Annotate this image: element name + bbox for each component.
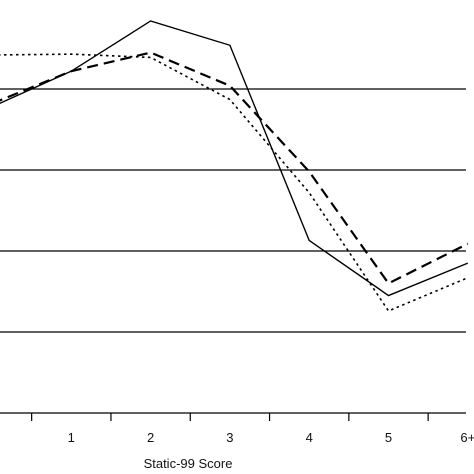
x-tick-labels: 1 2 3 4 5 6+ <box>68 430 474 445</box>
gridlines <box>0 88 466 333</box>
x-axis-title: Static-99 Score <box>144 456 233 471</box>
x-ticks <box>31 413 429 421</box>
series-solid-line <box>0 20 469 297</box>
x-tick-label-2: 2 <box>147 430 154 445</box>
series-dashed-line <box>0 51 469 285</box>
x-tick-label-6+: 6+ <box>460 430 474 445</box>
x-tick-label-3: 3 <box>226 430 233 445</box>
x-tick-label-1: 1 <box>68 430 75 445</box>
series-dotted-line <box>0 53 469 312</box>
x-tick-label-5: 5 <box>385 430 392 445</box>
x-tick-label-4: 4 <box>306 430 313 445</box>
series-lines <box>0 20 469 312</box>
